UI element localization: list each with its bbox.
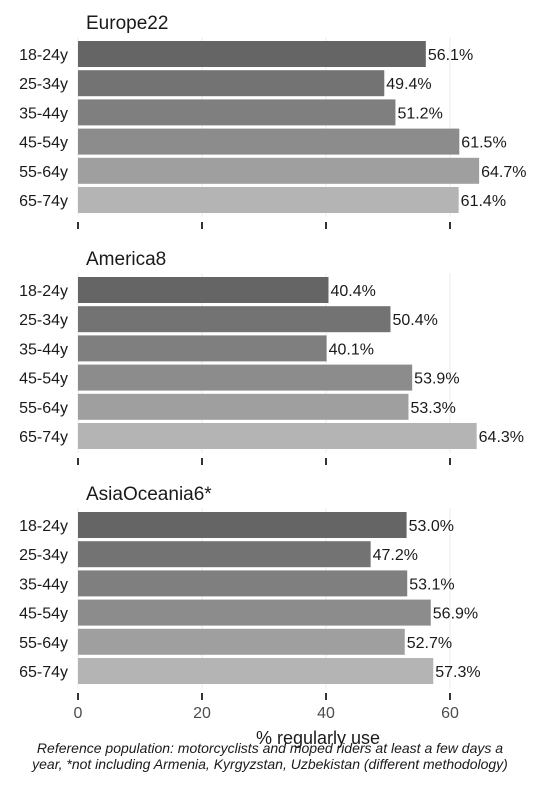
value-label: 50.4% <box>392 312 437 329</box>
value-label: 57.3% <box>435 664 480 681</box>
value-label: 64.3% <box>479 429 524 446</box>
category-label: 55-64y <box>19 635 68 652</box>
bar <box>78 306 391 333</box>
bar <box>78 187 459 213</box>
bar <box>78 70 385 97</box>
bar <box>78 335 327 362</box>
category-label: 65-74y <box>19 664 68 681</box>
bar <box>78 393 409 420</box>
category-label: 25-34y <box>19 547 68 564</box>
category-label: 65-74y <box>19 429 68 446</box>
value-label: 56.9% <box>433 606 478 623</box>
bar <box>78 157 480 184</box>
category-label: 35-44y <box>19 341 68 358</box>
bar <box>78 628 405 655</box>
bar <box>78 277 329 303</box>
category-label: 18-24y <box>19 518 68 535</box>
value-label: 40.1% <box>329 341 374 358</box>
value-label: 52.7% <box>407 635 452 652</box>
category-label: 55-64y <box>19 164 68 181</box>
tick-label: 40 <box>317 705 335 722</box>
bar <box>78 658 434 684</box>
panel-title: America8 <box>86 249 166 270</box>
value-label: 53.0% <box>409 518 454 535</box>
tick-label: 0 <box>74 705 83 722</box>
category-label: 65-74y <box>19 193 68 210</box>
value-label: 51.2% <box>397 105 442 122</box>
footnote: Reference population: motorcyclists and … <box>32 740 508 772</box>
category-label: 18-24y <box>19 283 68 300</box>
value-label: 56.1% <box>428 47 473 64</box>
bar <box>78 570 408 597</box>
category-label: 55-64y <box>19 400 68 417</box>
category-label: 45-54y <box>19 371 68 388</box>
value-label: 53.1% <box>409 576 454 593</box>
bar <box>78 41 426 67</box>
value-label: 47.2% <box>373 547 418 564</box>
value-label: 64.7% <box>481 164 526 181</box>
value-label: 49.4% <box>386 76 431 93</box>
bar <box>78 599 431 626</box>
bar <box>78 364 413 391</box>
value-label: 53.9% <box>414 371 459 388</box>
bar <box>78 99 396 126</box>
value-label: 61.5% <box>461 135 506 152</box>
x-axis-title: % regularly use <box>256 728 380 748</box>
bar <box>78 128 460 155</box>
panel-title: AsiaOceania6* <box>86 484 212 505</box>
category-label: 45-54y <box>19 606 68 623</box>
category-label: 35-44y <box>19 105 68 122</box>
panel-title: Europe22 <box>86 13 168 34</box>
tick-label: 60 <box>441 705 459 722</box>
bar <box>78 541 371 568</box>
category-label: 35-44y <box>19 576 68 593</box>
value-label: 53.3% <box>410 400 455 417</box>
category-label: 45-54y <box>19 135 68 152</box>
category-label: 25-34y <box>19 76 68 93</box>
bar <box>78 512 407 538</box>
bar <box>78 423 477 449</box>
category-label: 18-24y <box>19 47 68 64</box>
value-label: 40.4% <box>330 283 375 300</box>
value-label: 61.4% <box>461 193 506 210</box>
tick-label: 20 <box>193 705 211 722</box>
category-label: 25-34y <box>19 312 68 329</box>
